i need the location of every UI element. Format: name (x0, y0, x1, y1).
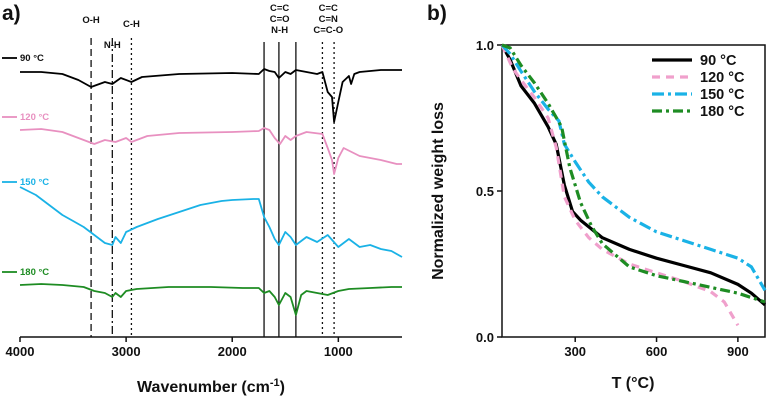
panel-b-series (500, 43, 767, 327)
tga-series-0 (500, 44, 767, 307)
annotation-label: C-H (123, 19, 140, 30)
panel-a-x-tick-label: 1000 (324, 344, 353, 359)
panel-a: a) 4000 3000 2000 1000 O-HN-HC-HC=CC=ON-HC=… (2, 2, 403, 396)
annotation-label: N-H (104, 40, 121, 51)
series-label: 120 °C (20, 112, 49, 123)
legend-label: 90 °C (700, 53, 737, 69)
spectrum-0 (20, 68, 402, 123)
panel-b-ticks: 300 600 900 0.0 0.5 1.0 (476, 38, 749, 359)
panel-a-x-tick-label: 4000 (6, 344, 35, 359)
series-label: 180 °C (20, 267, 49, 278)
panel-b-x-tick-label: 300 (564, 344, 586, 359)
legend-label: 180 °C (700, 104, 745, 120)
legend-label: 120 °C (700, 70, 745, 86)
annotation-label: C=N (319, 14, 338, 25)
annotation-label: C=C-O (313, 25, 343, 36)
tga-series-3 (501, 43, 766, 304)
panel-b-x-tick-label: 900 (727, 344, 749, 359)
panel-a-x-ticks: 4000 3000 2000 1000 (6, 337, 353, 359)
panel-b-y-tick-label: 0.5 (476, 184, 494, 199)
series-label: 90 °C (20, 53, 44, 64)
annotation-label: C=O (270, 14, 290, 25)
spectrum-1 (19, 127, 402, 175)
panel-b-y-tick-label: 1.0 (476, 38, 494, 53)
annotation-label: N-H (271, 25, 288, 36)
annotation-label: C=C (270, 3, 289, 14)
series-label: 150 °C (20, 177, 49, 188)
panel-b-label: b) (427, 2, 447, 25)
panel-a-x-tick-label: 2000 (218, 344, 247, 359)
panel-a-x-title: Wavenumber (cm-1) (137, 377, 285, 396)
spectrum-3 (19, 283, 402, 316)
panel-a-spectra: 90 °C 120 °C 150 °C 180 °C (2, 53, 403, 316)
annotation-label: C=C (319, 3, 338, 14)
spectrum-2 (19, 186, 403, 258)
panel-b-y-title: Normalized weight loss (430, 102, 447, 280)
panel-b-x-tick-label: 600 (646, 344, 668, 359)
annotation-label: O-H (82, 15, 100, 26)
panel-a-label: a) (2, 2, 21, 25)
panel-b-x-title: T (°C) (612, 375, 655, 392)
tga-series-2 (500, 43, 767, 292)
legend-label: 150 °C (700, 87, 745, 103)
panel-a-x-tick-label: 3000 (112, 344, 141, 359)
panel-b-y-tick-label: 0.0 (476, 330, 494, 345)
